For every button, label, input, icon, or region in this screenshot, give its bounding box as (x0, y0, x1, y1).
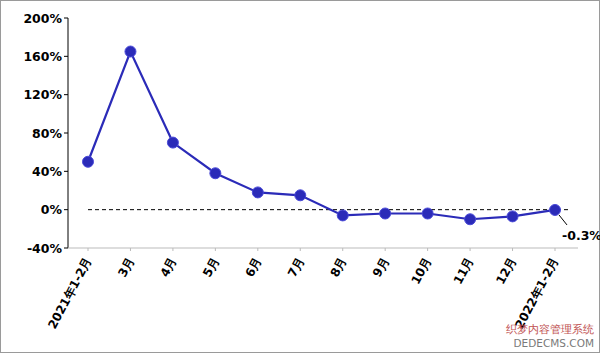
x-tick (470, 248, 471, 251)
x-tick-label: 2021年1-2月 (45, 255, 94, 331)
y-tick-label: 200% (23, 11, 62, 26)
x-tick-label: 12月 (493, 255, 519, 287)
line (88, 52, 555, 220)
x-tick (130, 248, 131, 251)
x-tick-label: 10月 (408, 255, 434, 287)
x-axis (68, 248, 578, 249)
marker (167, 137, 178, 148)
marker (465, 214, 476, 225)
y-tick (64, 209, 68, 210)
x-tick (427, 248, 428, 251)
marker (507, 211, 518, 222)
x-tick (512, 248, 513, 251)
x-tick (257, 248, 258, 251)
y-tick (64, 171, 68, 172)
watermark: 织梦内容管理系统 (506, 323, 594, 336)
x-tick-label: 5月 (200, 255, 222, 280)
marker (550, 204, 561, 215)
data-label: -0.3% (562, 228, 600, 243)
chart: -40% 0% 40% 80% 120% 160% 200% 2021年1-2月 3月 4月 5月 6… (0, 0, 600, 353)
y-tick (64, 18, 68, 19)
x-tick-label: 9月 (370, 255, 392, 280)
marker (422, 208, 433, 219)
x-tick (215, 248, 216, 251)
x-tick-label: 6月 (243, 255, 265, 280)
marker (295, 190, 306, 201)
label-leader (559, 215, 567, 225)
y-tick (64, 94, 68, 95)
y-tick-label: 80% (32, 126, 62, 141)
x-tick-label: 11月 (451, 255, 477, 287)
y-tick (64, 248, 68, 249)
marker (337, 210, 348, 221)
marker (83, 156, 94, 167)
x-tick (555, 248, 556, 251)
y-tick (64, 56, 68, 57)
x-tick-label: 4月 (158, 255, 180, 280)
x-tick-label: 3月 (115, 255, 137, 280)
y-tick-label: 0% (41, 202, 63, 217)
marker (125, 46, 136, 57)
y-tick (64, 133, 68, 134)
watermark: DEDECMS.COM (514, 337, 595, 349)
series (83, 46, 561, 225)
x-tick-label: 2022年1-2月 (512, 255, 561, 331)
x-tick (88, 248, 89, 251)
marker (210, 168, 221, 179)
x-tick (172, 248, 173, 251)
x-tick (342, 248, 343, 251)
y-tick-label: 40% (32, 164, 62, 179)
y-tick-label: 160% (23, 49, 62, 64)
frame (1, 1, 600, 353)
x-tick (300, 248, 301, 251)
marker (252, 187, 263, 198)
marker (380, 208, 391, 219)
x-tick-label: 8月 (327, 255, 349, 280)
y-tick-label: 120% (23, 87, 62, 102)
y-tick-label: -40% (27, 241, 63, 256)
x-tick-label: 7月 (285, 255, 307, 280)
x-tick (385, 248, 386, 251)
